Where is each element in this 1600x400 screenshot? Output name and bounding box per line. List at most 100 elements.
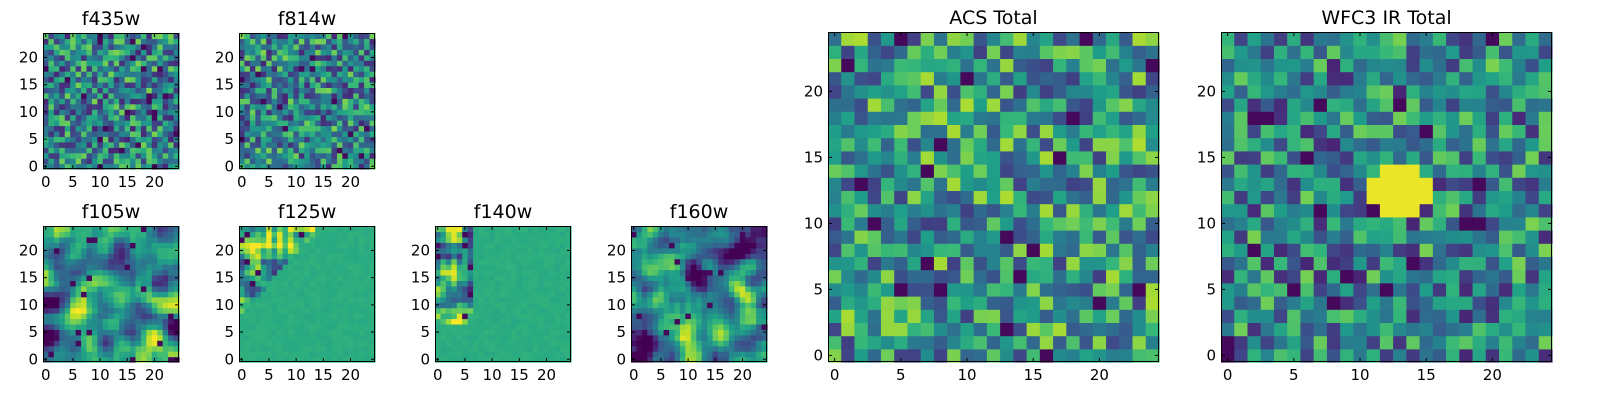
heatmap-cell (64, 258, 71, 265)
heatmap-cell (1313, 282, 1328, 297)
heatmap-cell (277, 264, 284, 271)
heatmap-cell (260, 340, 267, 347)
heatmap-cell (304, 141, 311, 148)
heatmap-cell (244, 141, 251, 148)
heatmap-cell (293, 231, 300, 238)
heatmap-cell (336, 323, 343, 330)
panel-title: f435w (81, 8, 141, 30)
heatmap-cell (75, 125, 82, 132)
heatmap-cell (130, 87, 137, 94)
heatmap-cell (473, 340, 480, 347)
heatmap-cell (260, 247, 267, 254)
heatmap-cell (130, 302, 137, 309)
heatmap-cell (565, 323, 572, 330)
heatmap-cell (854, 190, 869, 205)
heatmap-cell (64, 318, 71, 325)
heatmap-cell (266, 120, 273, 127)
heatmap-cell (880, 335, 895, 350)
heatmap-cell (239, 307, 246, 314)
heatmap-cell (728, 345, 735, 352)
heatmap-cell (293, 103, 300, 110)
heatmap-cell (102, 76, 109, 83)
heatmap-cell (1247, 230, 1262, 244)
heatmap-cell (91, 247, 98, 254)
heatmap-cell (168, 87, 175, 94)
heatmap-cell (728, 242, 735, 249)
heatmap-cell (347, 258, 354, 265)
heatmap-cell (1406, 335, 1421, 350)
heatmap-cell (162, 163, 169, 170)
heatmap-cell (1000, 71, 1014, 86)
heatmap-cell (543, 340, 550, 347)
heatmap-cell (527, 351, 534, 358)
heatmap-cell (168, 98, 175, 105)
heatmap-cell (151, 302, 158, 309)
heatmap-cell (560, 280, 567, 287)
heatmap-cell (53, 136, 60, 143)
heatmap-cell (151, 81, 158, 88)
heatmap-cell (854, 32, 869, 46)
heatmap-cell (462, 274, 469, 281)
heatmap-cell (489, 285, 496, 292)
heatmap-cell (1499, 309, 1513, 323)
heatmap-cell (331, 114, 338, 121)
heatmap-cell (277, 318, 284, 325)
heatmap-cell (81, 345, 88, 352)
heatmap-cell (75, 269, 82, 276)
heatmap-cell (364, 264, 371, 271)
heatmap-cell (162, 158, 169, 165)
heatmap-cell (841, 84, 856, 99)
heatmap-cell (353, 351, 360, 358)
heatmap-cell (102, 323, 109, 330)
heatmap-cell (641, 296, 648, 303)
heatmap-cell (342, 163, 349, 170)
heatmap-cell (947, 111, 961, 125)
heatmap-cell (168, 130, 175, 137)
heatmap-cell (277, 98, 284, 105)
heatmap-cell (1221, 322, 1235, 337)
heatmap-cell (260, 71, 267, 78)
heatmap-cell (841, 230, 856, 244)
heatmap-cell (271, 291, 278, 298)
heatmap-cell (750, 231, 757, 238)
heatmap-cell (636, 302, 643, 309)
heatmap-cell (260, 280, 267, 287)
heatmap-cell (669, 334, 676, 341)
heatmap-cell (162, 49, 169, 56)
heatmap-cell (91, 345, 98, 352)
heatmap-cell (309, 340, 316, 347)
heatmap-cell (1092, 32, 1107, 46)
heatmap-cell (750, 280, 757, 287)
heatmap-cell (685, 269, 692, 276)
heatmap-cell (549, 318, 556, 325)
heatmap-cell (81, 236, 88, 243)
heatmap-cell (113, 318, 120, 325)
heatmap-cell (679, 242, 686, 249)
heatmap-cell (282, 269, 289, 276)
heatmap-cell (157, 81, 164, 88)
heatmap-cell (347, 329, 354, 336)
heatmap-cell (146, 280, 153, 287)
heatmap-cell (255, 147, 262, 154)
panel-title: WFC3 IR Total (1321, 7, 1452, 29)
heatmap-cell (516, 269, 523, 276)
heatmap-cell (81, 302, 88, 309)
heatmap-cell (1221, 256, 1235, 271)
heatmap-cell (102, 258, 109, 265)
heatmap-cell (1287, 216, 1302, 231)
heatmap-cell (554, 291, 561, 298)
heatmap-cell (867, 84, 882, 99)
heatmap-cell (336, 318, 343, 325)
heatmap-cell (1053, 216, 1067, 231)
heatmap-cell (315, 163, 322, 170)
heatmap-cell (91, 318, 98, 325)
heatmap-cell (260, 253, 267, 260)
heatmap-cell (652, 313, 659, 320)
heatmap-cell (451, 285, 458, 292)
heatmap-cell (249, 163, 256, 170)
heatmap-cell (707, 307, 714, 314)
heatmap-cell (756, 274, 763, 281)
y-tick-label: 0 (28, 350, 38, 368)
heatmap-cell (456, 318, 463, 325)
heatmap-cell (146, 264, 153, 271)
